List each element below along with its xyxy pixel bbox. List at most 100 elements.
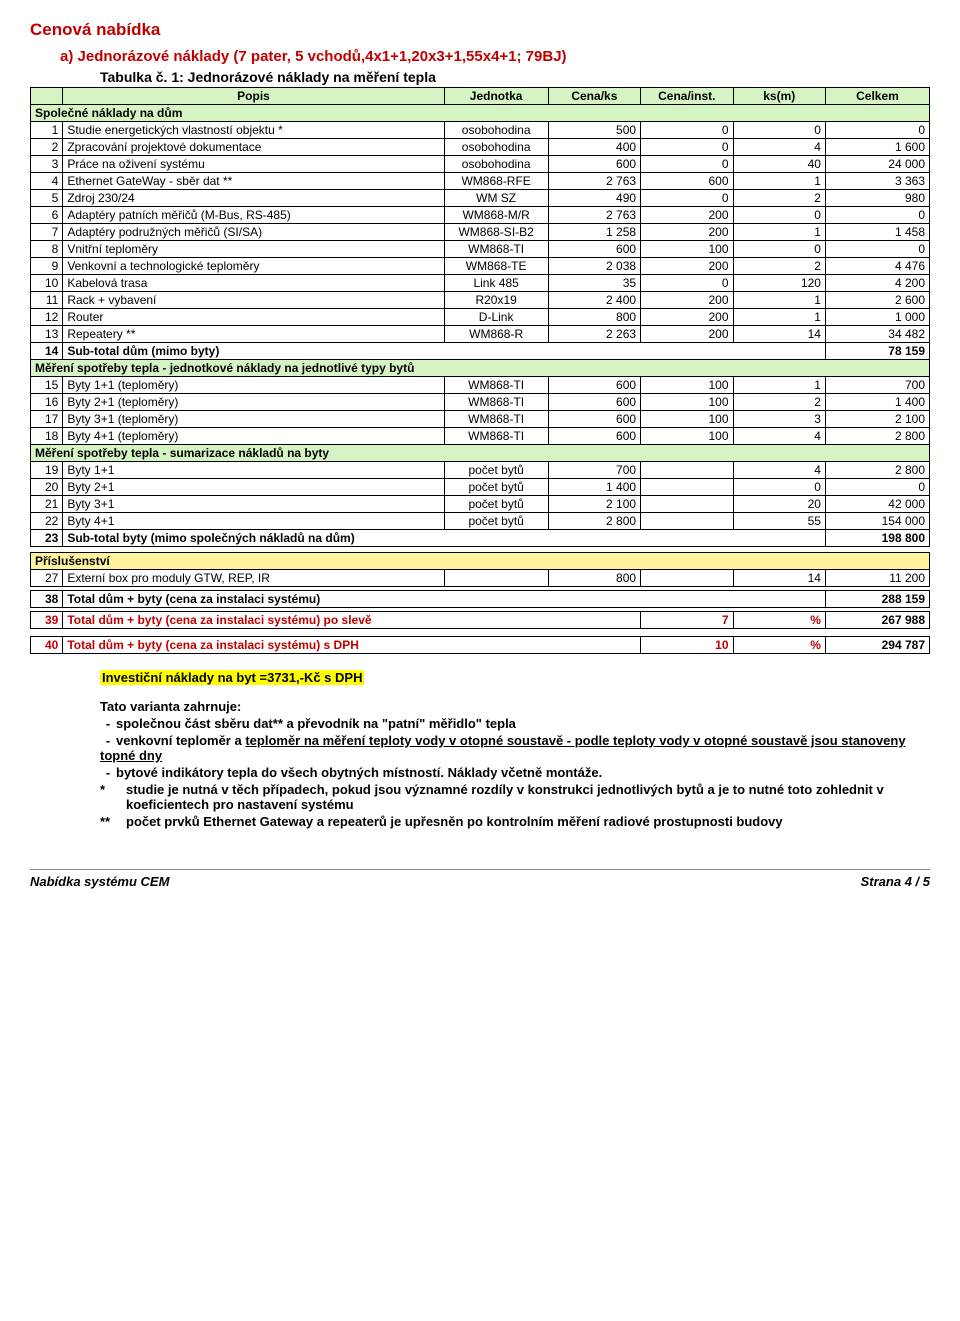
cell: 200 <box>641 309 733 326</box>
cell: 0 <box>733 241 825 258</box>
cell: 4 476 <box>825 258 929 275</box>
note-star1: studie je nutná v těch případech, pokud … <box>126 782 930 812</box>
cell: 1 <box>733 224 825 241</box>
cell: Router <box>63 309 444 326</box>
cell: 2 800 <box>548 513 640 530</box>
cell: 600 <box>548 241 640 258</box>
cell: 100 <box>641 241 733 258</box>
cell: Ethernet GateWay - sběr dat ** <box>63 173 444 190</box>
cell: Byty 2+1 (teploměry) <box>63 394 444 411</box>
cell: 0 <box>733 122 825 139</box>
cell: WM868-RFE <box>444 173 548 190</box>
cell: 100 <box>641 377 733 394</box>
cell: 12 <box>31 309 63 326</box>
cell: osobohodina <box>444 156 548 173</box>
cell: Práce na oživení systému <box>63 156 444 173</box>
cell: 0 <box>641 190 733 207</box>
cell: 2 800 <box>825 462 929 479</box>
cell: WM868-TI <box>444 428 548 445</box>
cell: 1 000 <box>825 309 929 326</box>
cell <box>444 570 548 587</box>
table-row: 4Ethernet GateWay - sběr dat **WM868-RFE… <box>31 173 930 190</box>
cell: Byty 1+1 <box>63 462 444 479</box>
cell: 22 <box>31 513 63 530</box>
page-title: Cenová nabídka <box>30 20 930 40</box>
cell: 700 <box>548 462 640 479</box>
cell: Byty 1+1 (teploměry) <box>63 377 444 394</box>
cell: 0 <box>641 275 733 292</box>
subtitle: a) Jednorázové náklady (7 pater, 5 vchod… <box>60 48 930 65</box>
cell: Byty 3+1 (teploměry) <box>63 411 444 428</box>
cell: 800 <box>548 570 640 587</box>
footer-left: Nabídka systému CEM <box>30 874 169 889</box>
cell: WM868-TE <box>444 258 548 275</box>
cell: 40 <box>733 156 825 173</box>
col-header: Jednotka <box>444 88 548 105</box>
table-row: 19Byty 1+1počet bytů70042 800 <box>31 462 930 479</box>
cell: Repeatery ** <box>63 326 444 343</box>
table-row: 17Byty 3+1 (teploměry)WM868-TI60010032 1… <box>31 411 930 428</box>
table-row: 12RouterD-Link80020011 000 <box>31 309 930 326</box>
cell: 200 <box>641 292 733 309</box>
cell: 700 <box>825 377 929 394</box>
cell <box>641 570 733 587</box>
table-row: 21Byty 3+1počet bytů2 1002042 000 <box>31 496 930 513</box>
cell: 2 263 <box>548 326 640 343</box>
cell: počet bytů <box>444 513 548 530</box>
cell: 100 <box>641 394 733 411</box>
cell: 600 <box>548 411 640 428</box>
cell: WM868-R <box>444 326 548 343</box>
cell: 2 <box>31 139 63 156</box>
cell: 11 200 <box>825 570 929 587</box>
cell: 100 <box>641 428 733 445</box>
cell: WM SZ <box>444 190 548 207</box>
cell: 120 <box>733 275 825 292</box>
cell: 2 800 <box>825 428 929 445</box>
total-row-40: 40Total dům + byty (cena za instalaci sy… <box>31 637 930 654</box>
cell: 14 <box>31 343 63 360</box>
cell: 0 <box>825 207 929 224</box>
col-header: Cena/ks <box>548 88 640 105</box>
cell: 2 763 <box>548 207 640 224</box>
invest-note: Investiční náklady na byt =3731,-Kč s DP… <box>100 670 364 685</box>
table-row: 8Vnitřní teploměryWM868-TI60010000 <box>31 241 930 258</box>
section-header: Příslušenství <box>31 553 930 570</box>
table-row: 15Byty 1+1 (teploměry)WM868-TI6001001700 <box>31 377 930 394</box>
cell: Venkovní a technologické teploměry <box>63 258 444 275</box>
col-header <box>31 88 63 105</box>
cell: Sub-total byty (mimo společných nákladů … <box>63 530 826 547</box>
cell: Studie energetických vlastností objektu … <box>63 122 444 139</box>
cell: 2 <box>733 258 825 275</box>
cell: 200 <box>641 258 733 275</box>
cell: 0 <box>733 479 825 496</box>
table-row: 20Byty 2+1počet bytů1 40000 <box>31 479 930 496</box>
cell: 1 600 <box>825 139 929 156</box>
table-row: 9Venkovní a technologické teploměryWM868… <box>31 258 930 275</box>
section-header: Měření spotřeby tepla - sumarizace nákla… <box>31 445 930 462</box>
cell: 198 800 <box>825 530 929 547</box>
cell: WM868-M/R <box>444 207 548 224</box>
cell: Kabelová trasa <box>63 275 444 292</box>
cell: 400 <box>548 139 640 156</box>
cell <box>641 513 733 530</box>
cell: 7 <box>31 224 63 241</box>
table-row: 3Práce na oživení systémuosobohodina6000… <box>31 156 930 173</box>
cell: Byty 3+1 <box>63 496 444 513</box>
cell: 0 <box>641 156 733 173</box>
cell: 2 <box>733 394 825 411</box>
cell: 4 <box>31 173 63 190</box>
cell: 1 <box>733 292 825 309</box>
cell: 600 <box>548 156 640 173</box>
costs-table: PopisJednotkaCena/ksCena/inst.ks(m)Celke… <box>30 87 930 654</box>
cell: 17 <box>31 411 63 428</box>
table-row: 7Adaptéry podružných měřičů (SI/SA)WM868… <box>31 224 930 241</box>
cell: 1 <box>733 377 825 394</box>
cell: 154 000 <box>825 513 929 530</box>
cell: 20 <box>31 479 63 496</box>
cell: 0 <box>825 122 929 139</box>
note-b2a: venkovní teploměr a <box>116 733 245 748</box>
cell: 18 <box>31 428 63 445</box>
cell: 0 <box>641 122 733 139</box>
table-row: 1Studie energetických vlastností objektu… <box>31 122 930 139</box>
cell: osobohodina <box>444 122 548 139</box>
